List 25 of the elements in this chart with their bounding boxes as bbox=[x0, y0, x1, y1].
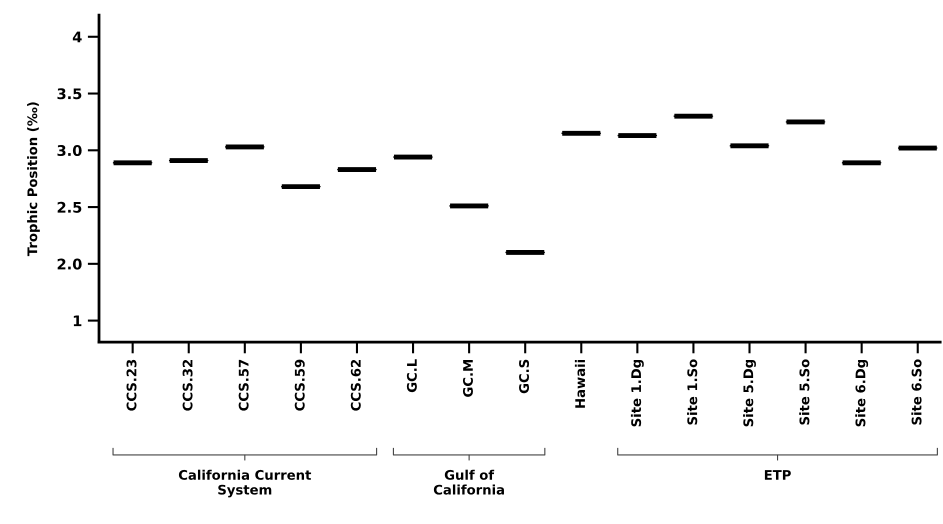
x-tick-label: GC.S bbox=[519, 360, 530, 394]
x-tick-label: CCS.59 bbox=[294, 360, 305, 411]
x-tick-label: CCS.32 bbox=[182, 360, 193, 411]
y-tick-label: 2.5 bbox=[58, 202, 82, 213]
y-tick-label: 4 bbox=[72, 32, 82, 42]
x-tick-label: CCS.62 bbox=[350, 360, 361, 411]
x-tick-label: Site 6.So bbox=[911, 359, 922, 425]
y-tick-label: 1 bbox=[74, 316, 82, 326]
y-tick-label: 3.5 bbox=[57, 88, 82, 100]
x-tick-label: GC.L bbox=[406, 359, 417, 392]
x-tick-label: CCS.57 bbox=[238, 360, 249, 411]
x-tick-label: Site 1.So bbox=[687, 359, 698, 425]
y-axis-title: Trophic Position (‰) bbox=[27, 102, 40, 256]
text: California Current System bbox=[178, 470, 312, 498]
y-tick-label: 2.0 bbox=[58, 258, 82, 270]
x-tick-label: GC.M bbox=[462, 360, 473, 397]
y-tick-label: 3.0 bbox=[57, 145, 82, 156]
x-tick-label: Site 1.Dg bbox=[630, 360, 644, 426]
x-tick-label: Site 5.So bbox=[799, 359, 810, 425]
x-tick-label: Site 6.Dg bbox=[855, 360, 868, 426]
x-tick-label: CCS.23 bbox=[126, 360, 136, 411]
x-tick-label: Hawaii bbox=[574, 360, 586, 408]
x-tick-label: Site 5.Dg bbox=[743, 360, 756, 426]
text: Gulf of California bbox=[434, 470, 504, 495]
text: ETP bbox=[764, 470, 791, 480]
